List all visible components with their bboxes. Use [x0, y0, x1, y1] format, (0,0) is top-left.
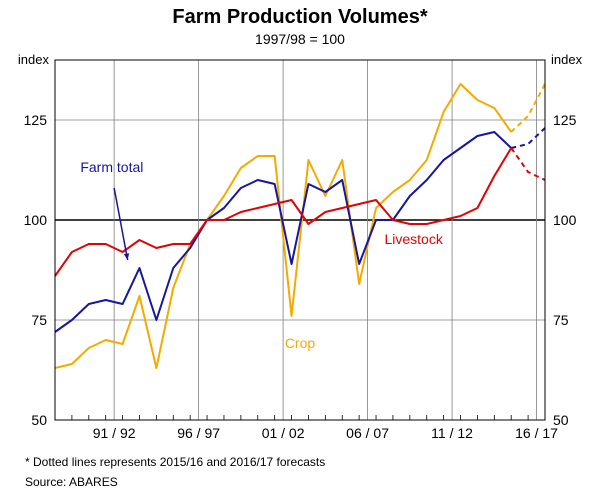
svg-text:125: 125 — [24, 112, 48, 128]
svg-text:06 / 07: 06 / 07 — [346, 425, 389, 441]
svg-text:index: index — [18, 52, 50, 67]
chart-title: Farm Production Volumes* — [0, 6, 600, 29]
footnote-text: * Dotted lines represents 2015/16 and 20… — [25, 455, 325, 469]
svg-text:01 / 02: 01 / 02 — [262, 425, 305, 441]
chart-subtitle: 1997/98 = 100 — [0, 31, 600, 47]
svg-text:96 / 97: 96 / 97 — [177, 425, 220, 441]
svg-text:Farm total: Farm total — [80, 159, 143, 175]
svg-text:100: 100 — [24, 212, 48, 228]
chart-container: Farm Production Volumes* 1997/98 = 100 5… — [0, 0, 600, 500]
svg-text:75: 75 — [553, 312, 569, 328]
svg-text:75: 75 — [31, 312, 47, 328]
source-text: Source: ABARES — [25, 475, 118, 489]
svg-text:91 / 92: 91 / 92 — [93, 425, 136, 441]
svg-text:125: 125 — [553, 112, 577, 128]
chart-plot: 50507575100100125125indexindex91 / 9296 … — [0, 50, 600, 480]
svg-text:Crop: Crop — [285, 335, 316, 351]
svg-text:100: 100 — [553, 212, 577, 228]
svg-text:index: index — [551, 52, 583, 67]
svg-text:Livestock: Livestock — [384, 231, 443, 247]
svg-text:50: 50 — [31, 412, 47, 428]
svg-text:11 / 12: 11 / 12 — [431, 425, 473, 441]
svg-text:16 / 17: 16 / 17 — [515, 425, 558, 441]
title-block: Farm Production Volumes* 1997/98 = 100 — [0, 0, 600, 47]
